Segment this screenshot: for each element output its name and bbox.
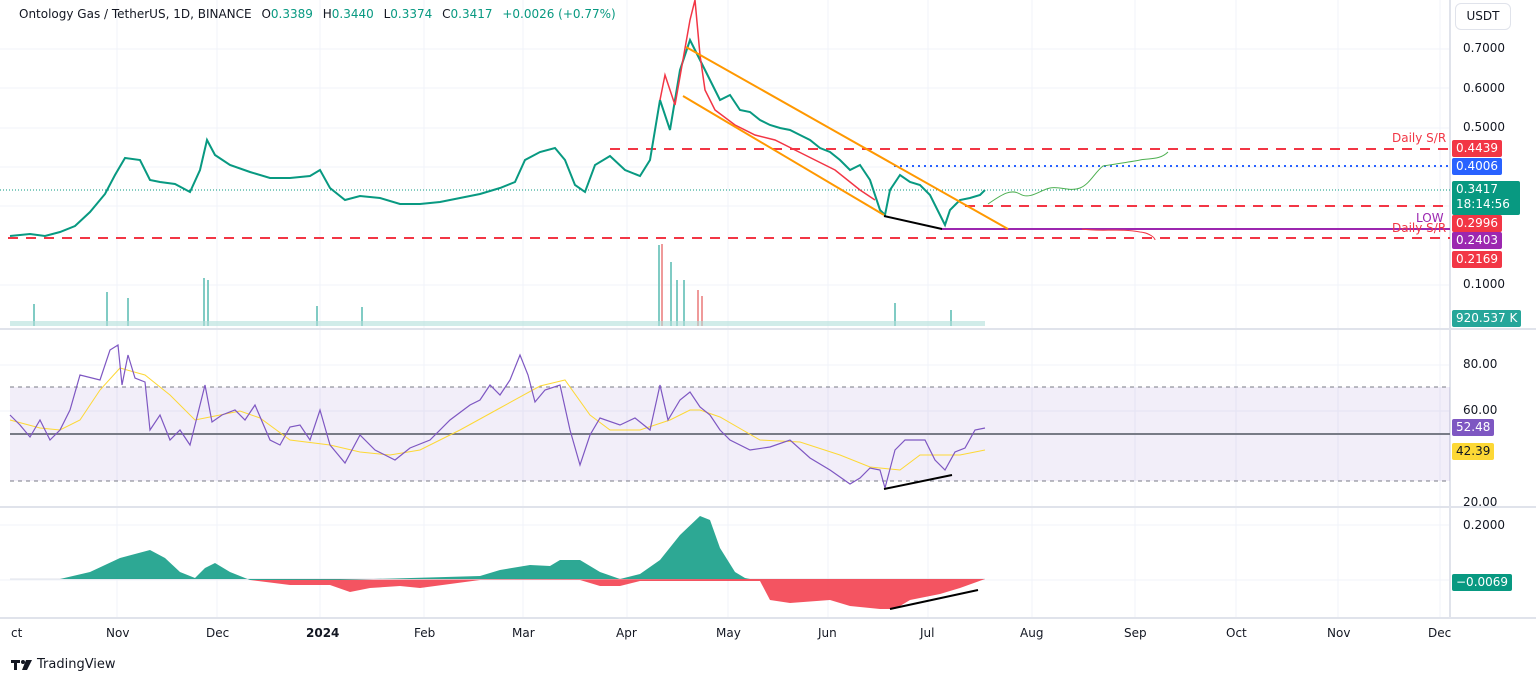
- daily-sr-bottom-label: Daily S/R: [1392, 221, 1447, 235]
- price-series-down: [659, 0, 876, 201]
- price-axis-label: 0.7000: [1463, 41, 1505, 55]
- pane-separators: [0, 0, 1536, 619]
- low-value: 0.3374: [390, 7, 433, 21]
- time-axis-label: Nov: [1327, 626, 1351, 640]
- ao-histogram-negative: [250, 579, 985, 609]
- ao-axis-label: 0.2000: [1463, 518, 1505, 532]
- open-value: 0.3389: [270, 7, 313, 21]
- grid: [0, 0, 1450, 618]
- close-label: C: [442, 7, 451, 21]
- high-value: 0.3440: [331, 7, 374, 21]
- rsi-ma-line: [9, 367, 986, 471]
- bearish-projection-path: [1081, 228, 1156, 241]
- time-axis-label: Jul: [920, 626, 935, 640]
- ao-divergence-line: [889, 589, 979, 610]
- rsi-axis-label: 80.00: [1463, 357, 1498, 371]
- rsi-value-tag: 52.48: [1452, 419, 1495, 436]
- low-tag: 0.2403: [1452, 232, 1502, 249]
- tradingview-logo[interactable]: TradingView: [11, 657, 116, 672]
- time-axis-label: Dec: [1428, 626, 1452, 640]
- price-axis-label: 0.1000: [1463, 277, 1505, 291]
- tradingview-logo-icon: [11, 659, 32, 670]
- rsi-axis-label: 60.00: [1463, 403, 1498, 417]
- daily-sr-top-label: Daily S/R: [1392, 131, 1447, 145]
- daily-sr-bottom-tag: 0.2169: [1452, 251, 1502, 268]
- rsi-ma-tag: 42.39: [1452, 443, 1495, 460]
- change-value: +0.0026 (+0.77%): [502, 7, 616, 21]
- close-value: 0.3417: [450, 7, 493, 21]
- time-axis-label: 2024: [306, 626, 340, 640]
- time-axis-label: Feb: [414, 626, 436, 640]
- open-label: O: [261, 7, 271, 21]
- bullish-projection-path: [987, 151, 1169, 205]
- last-price-value: 0.3417: [1456, 182, 1498, 196]
- channel-upper-line: [685, 46, 1009, 230]
- ao-value-tag: −0.0069: [1452, 574, 1513, 591]
- candle-countdown: 18:14:56: [1456, 197, 1510, 211]
- symbol-legend: Ontology Gas / TetherUS, 1D, BINANCE O0.…: [19, 7, 616, 21]
- low-label: L: [383, 7, 391, 21]
- currency-button[interactable]: USDT: [1455, 3, 1511, 30]
- last-price-tag: 0.3417 18:14:56: [1452, 181, 1520, 215]
- support-mid-tag: 0.2996: [1452, 215, 1502, 232]
- time-axis-label: Dec: [206, 626, 230, 640]
- low-label: LOW: [1416, 211, 1444, 225]
- target-tag: 0.4006: [1452, 158, 1502, 175]
- ao-histogram-positive: [10, 516, 750, 580]
- price-axis-label: 0.6000: [1463, 81, 1505, 95]
- time-axis-label: Mar: [512, 626, 535, 640]
- rsi-line: [9, 343, 986, 491]
- rsi-divergence-line: [883, 474, 953, 490]
- channel-lower-line: [682, 95, 885, 216]
- brand-name: TradingView: [37, 657, 116, 672]
- daily-sr-top-tag: 0.4439: [1452, 140, 1502, 157]
- high-label: H: [322, 7, 332, 21]
- rsi-axis-label: 20.00: [1463, 495, 1498, 509]
- volume-bars: [10, 244, 985, 326]
- time-axis-label: ct: [11, 626, 23, 640]
- time-axis-label: Apr: [616, 626, 637, 640]
- time-axis-label: Sep: [1124, 626, 1147, 640]
- price-axis-label: 0.5000: [1463, 120, 1505, 134]
- price-divergence-line: [883, 215, 943, 230]
- time-axis-label: Aug: [1020, 626, 1044, 640]
- time-axis-label: May: [716, 626, 741, 640]
- time-axis-label: Nov: [106, 626, 130, 640]
- time-axis-label: Oct: [1226, 626, 1247, 640]
- symbol-title: Ontology Gas / TetherUS, 1D, BINANCE: [19, 7, 252, 21]
- time-axis-label: Jun: [818, 626, 837, 640]
- price-series: [9, 37, 986, 238]
- volume-tag: 920.537 K: [1452, 310, 1522, 327]
